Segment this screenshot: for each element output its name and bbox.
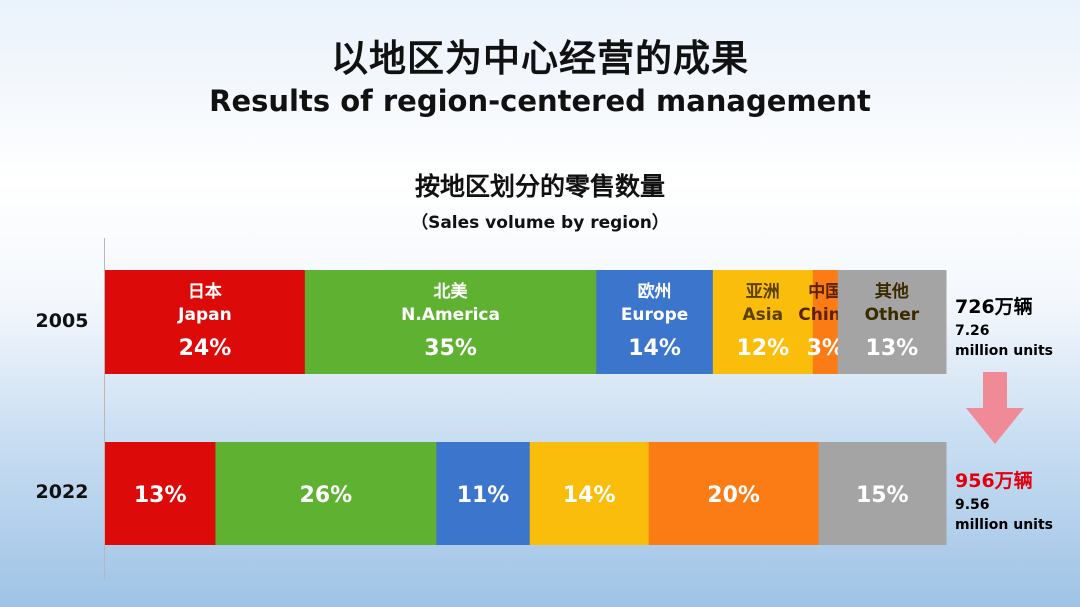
segment-name-cn-asia: 亚洲 (746, 282, 780, 302)
bar-segment-2005-other (837, 270, 947, 374)
data-label-2022-europe: 11% (457, 483, 510, 508)
data-label-2022-namerica: 26% (300, 483, 353, 508)
total-2022-unit: million units (955, 517, 1053, 533)
total-2005-value: 7.26 (955, 323, 990, 339)
bar-segment-2022-asia (529, 442, 650, 545)
bar-segment-2022-china (648, 442, 820, 545)
data-label-2005-europe: 14% (628, 336, 681, 361)
data-label-2022-japan: 13% (134, 483, 187, 508)
data-label-2005-asia: 12% (736, 336, 789, 361)
total-2022-cn: 956万辆 (955, 470, 1033, 492)
down-arrow-icon (966, 372, 1024, 444)
bar-segment-2005-asia (712, 270, 814, 374)
segment-name-en-other: Other (865, 305, 920, 325)
subtitle-chinese: 按地区划分的零售数量 (414, 172, 665, 201)
total-2005-cn: 726万辆 (955, 296, 1033, 318)
total-2005: 726万辆 7.26 million units (955, 292, 1053, 361)
segment-name-cn-other: 其他 (875, 281, 909, 302)
bar-segment-2005-namerica (304, 270, 597, 374)
bar-segment-2005-japan (105, 270, 306, 374)
total-2022-en: 9.56 million units (955, 495, 1053, 535)
data-label-2005-china: 3% (807, 336, 844, 361)
segment-name-cn-japan: 日本 (188, 281, 222, 302)
bar-segment-2022-other (818, 442, 947, 545)
data-label-2022-other: 15% (856, 483, 909, 508)
segment-name-en-japan: Japan (177, 305, 232, 325)
data-label-2022-china: 20% (707, 483, 760, 508)
subtitle-english: （Sales volume by region） (411, 213, 669, 233)
data-label-2005-namerica: 35% (424, 336, 477, 361)
segment-name-cn-china: 中国 (808, 281, 842, 302)
total-2005-en: 7.26 million units (955, 321, 1053, 361)
bar-segment-2022-namerica (215, 442, 437, 545)
year-label-2022: 2022 (35, 481, 89, 503)
data-label-2005-japan: 24% (179, 336, 232, 361)
title-chinese: 以地区为中心经营的成果 (331, 37, 749, 80)
segment-name-en-namerica: N.America (401, 305, 500, 325)
segment-name-cn-namerica: 北美 (434, 281, 469, 302)
bar-segment-2005-china (812, 270, 839, 374)
segment-name-en-asia: Asia (743, 305, 784, 325)
title-english: Results of region-centered management (209, 84, 871, 118)
chart-axis-line (104, 238, 105, 580)
bar-segment-2005-europe (596, 270, 714, 374)
data-label-2005-other: 13% (866, 336, 919, 361)
bar-segment-2022-europe (436, 442, 531, 545)
year-label-2005: 2005 (35, 310, 89, 332)
bar-segment-2022-japan (105, 442, 216, 545)
segment-name-cn-europe: 欧州 (638, 281, 672, 302)
segment-name-en-europe: Europe (621, 305, 688, 325)
total-2022-value: 9.56 (955, 497, 990, 513)
total-2022: 956万辆 9.56 million units (955, 466, 1053, 535)
data-label-2022-asia: 14% (563, 483, 616, 508)
total-2005-unit: million units (955, 343, 1053, 359)
